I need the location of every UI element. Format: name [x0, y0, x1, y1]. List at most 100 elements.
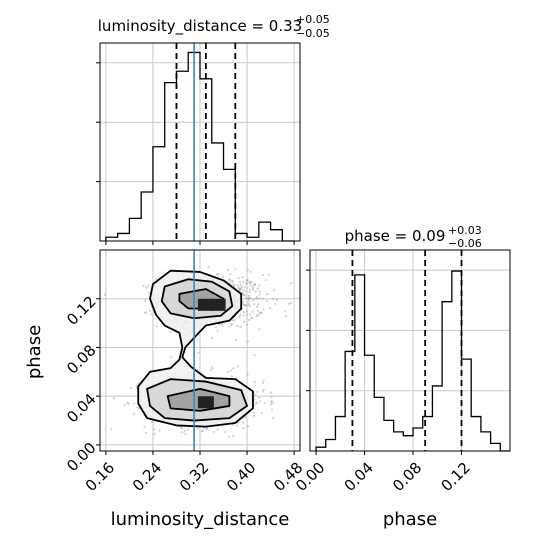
scatter-point — [270, 396, 273, 399]
scatter-point — [237, 276, 240, 280]
scatter-point — [228, 279, 231, 282]
scatter-point — [245, 282, 248, 286]
scatter-point — [252, 414, 255, 418]
scatter-point — [243, 293, 246, 296]
scatter-point — [221, 325, 224, 328]
scatter-point — [180, 427, 184, 430]
scatter-point — [250, 284, 253, 287]
x-axis-label-luminosity-distance: luminosity_distance — [111, 509, 290, 530]
scatter-point — [272, 402, 275, 405]
scatter-point — [255, 390, 259, 393]
scatter-point — [200, 430, 204, 433]
scatter-point — [230, 375, 233, 378]
scatter-point — [266, 293, 269, 296]
scatter-point — [138, 407, 141, 410]
scatter-point — [228, 278, 231, 281]
scatter-point — [132, 412, 135, 416]
scatter-point — [135, 384, 138, 388]
scatter-point — [252, 411, 255, 414]
scatter-point — [247, 302, 250, 305]
scatter-point — [272, 416, 275, 420]
scatter-point — [249, 297, 252, 300]
scatter-point — [253, 381, 257, 384]
scatter-point — [254, 393, 257, 397]
scatter-point — [253, 298, 256, 301]
scatter-point — [232, 367, 235, 370]
scatter-point — [256, 287, 259, 290]
density-peak-cell-1 — [209, 298, 226, 311]
scatter-point — [258, 284, 261, 287]
scatter-point — [284, 315, 287, 318]
lumdist-hist-step — [105, 51, 295, 242]
scatter-point — [247, 297, 250, 300]
scatter-point — [256, 305, 259, 308]
phase-frame — [309, 249, 511, 452]
scatter-point — [150, 312, 153, 316]
scatter-point — [251, 310, 254, 313]
scatter-point — [221, 275, 224, 278]
scatter-point — [258, 293, 261, 296]
scatter-point — [238, 289, 242, 292]
scatter-point — [238, 316, 241, 319]
scatter-point — [158, 429, 161, 432]
scatter-point — [136, 406, 139, 409]
scatter-point — [261, 297, 264, 300]
scatter-point — [247, 318, 251, 322]
scatter-point — [255, 295, 258, 298]
scatter-point — [144, 311, 147, 314]
scatter-point — [270, 400, 273, 403]
scatter-point — [249, 270, 252, 273]
scatter-point — [112, 396, 116, 399]
scatter-point — [202, 427, 206, 430]
joint-ytick-label-3: 0.12 — [63, 293, 99, 329]
scatter-point — [247, 295, 251, 298]
scatter-point — [290, 301, 293, 305]
scatter-point — [147, 291, 151, 294]
scatter-point — [256, 313, 259, 317]
phase-title-upper: +0.03 — [448, 224, 482, 237]
scatter-point — [258, 297, 261, 300]
scatter-point — [240, 286, 243, 290]
phase-xtick-label-3: 0.12 — [438, 459, 474, 495]
scatter-point — [207, 266, 210, 269]
scatter-point — [263, 402, 266, 405]
scatter-point — [284, 309, 287, 313]
scatter-point — [290, 282, 293, 285]
scatter-point — [253, 283, 256, 286]
scatter-point — [273, 302, 277, 305]
scatter-point — [242, 289, 245, 292]
scatter-point — [230, 280, 233, 283]
scatter-point — [245, 303, 248, 307]
scatter-point — [231, 280, 234, 283]
scatter-point — [245, 323, 248, 326]
scatter-point — [227, 325, 230, 328]
scatter-point — [259, 311, 263, 314]
scatter-point — [210, 336, 214, 340]
scatter-point — [123, 403, 126, 407]
scatter-point — [242, 314, 245, 317]
scatter-point — [142, 284, 145, 288]
scatter-point — [244, 290, 247, 293]
scatter-point — [110, 428, 113, 431]
scatter-point — [242, 281, 245, 284]
scatter-point — [247, 299, 251, 302]
phase-title-lower: −0.06 — [448, 237, 482, 250]
scatter-point — [248, 281, 251, 284]
scatter-point — [248, 290, 251, 293]
scatter-point — [197, 351, 200, 354]
scatter-point — [251, 299, 254, 302]
phase-xtick-label-2: 0.08 — [389, 459, 425, 495]
scatter-point — [246, 278, 249, 282]
scatter-point — [250, 317, 254, 320]
scatter-point — [245, 279, 248, 282]
scatter-point — [258, 396, 261, 399]
scatter-point — [243, 286, 246, 289]
scatter-point — [236, 284, 239, 287]
scatter-point — [246, 268, 250, 272]
scatter-point — [147, 284, 150, 288]
joint-xtick-label-2: 0.32 — [176, 459, 212, 495]
scatter-point — [217, 273, 220, 276]
scatter-point — [220, 322, 224, 326]
scatter-point — [226, 268, 230, 272]
